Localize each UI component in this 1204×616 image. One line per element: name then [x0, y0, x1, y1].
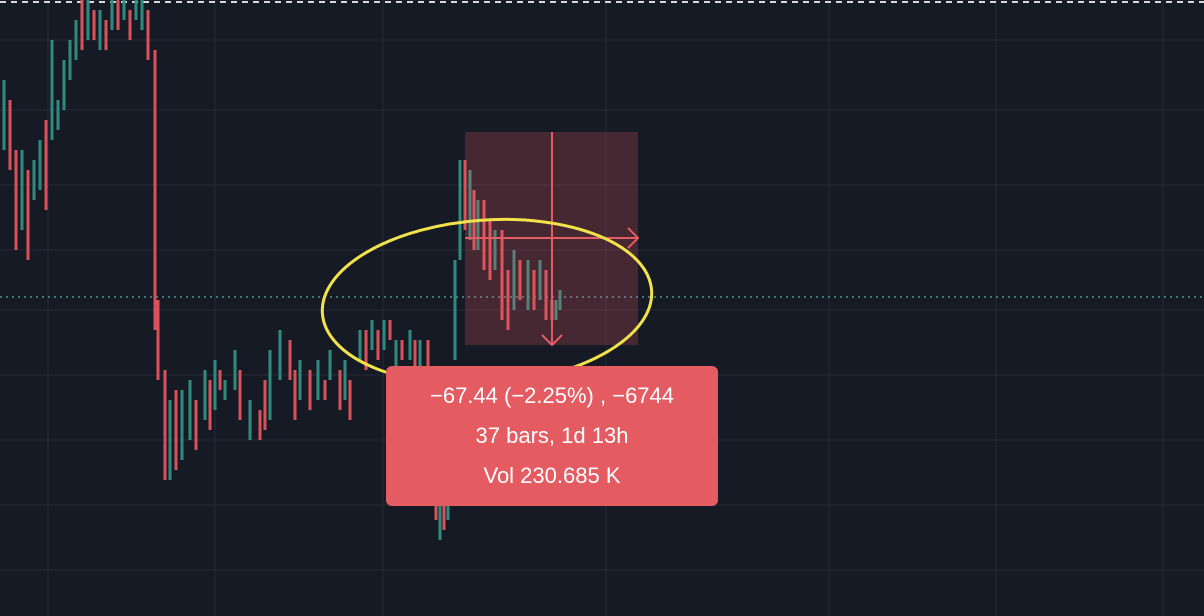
measure-arrows	[465, 132, 640, 347]
tooltip-change: −67.44 (−2.25%) , −6744	[430, 383, 674, 408]
horizontal-arrow	[465, 227, 640, 249]
tooltip-bars: 37 bars, 1d 13h	[476, 423, 629, 448]
tooltip-box	[386, 366, 718, 506]
measure-tooltip: −67.44 (−2.25%) , −6744 37 bars, 1d 13h …	[386, 366, 718, 506]
tooltip-volume: Vol 230.685 K	[483, 463, 620, 488]
down-candles	[8, 0, 554, 530]
